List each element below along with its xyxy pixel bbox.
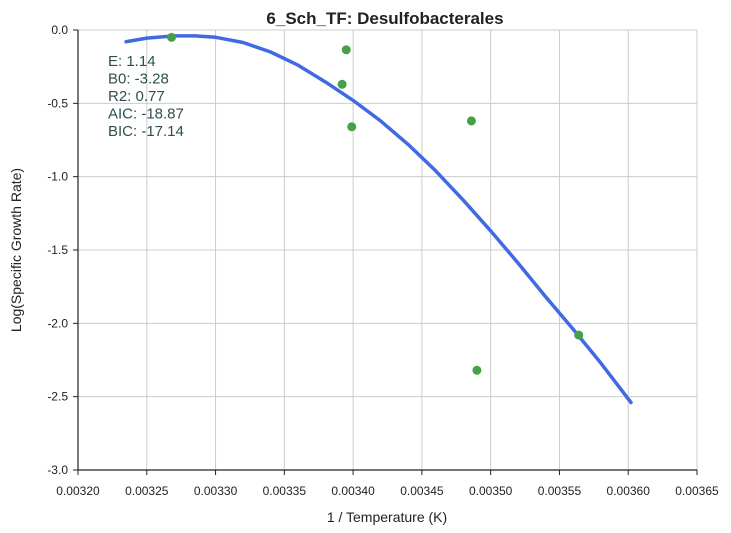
fit-stat-line: BIC: -17.14 — [108, 123, 184, 140]
x-tick-label: 0.00325 — [125, 484, 169, 498]
data-point — [347, 122, 357, 132]
y-tick-label: -0.5 — [47, 96, 68, 110]
grid-lines — [77, 29, 698, 471]
y-tick-label: 0.0 — [51, 23, 68, 37]
x-tick-label: 0.00350 — [469, 484, 513, 498]
fit-curve — [124, 34, 633, 405]
tick-labels: 0.00320 0.00325 0.00330 0.00335 0.00340 0.003… — [47, 23, 719, 498]
y-tick-label: -2.5 — [47, 390, 68, 404]
y-tick-label: -2.0 — [47, 316, 68, 330]
axes — [73, 29, 698, 475]
x-tick-label: 0.00320 — [56, 484, 100, 498]
data-point — [466, 116, 476, 126]
data-point — [472, 365, 482, 375]
x-axis-label: 1 / Temperature (K) — [327, 509, 447, 525]
x-tick-label: 0.00335 — [263, 484, 307, 498]
fit-stat-line: E: 1.14 — [108, 53, 156, 70]
y-axis-label: Log(Specific Growth Rate) — [8, 168, 24, 332]
x-tick-label: 0.00345 — [400, 484, 444, 498]
x-tick-label: 0.00340 — [331, 484, 375, 498]
fit-stat-line: AIC: -18.87 — [108, 106, 184, 123]
data-point — [574, 330, 584, 340]
x-tick-label: 0.00360 — [607, 484, 651, 498]
y-tick-label: -1.0 — [47, 170, 68, 184]
data-point — [337, 79, 347, 89]
y-tick-label: -3.0 — [47, 463, 68, 477]
fit-stat-line: B0: -3.28 — [108, 71, 169, 88]
data-point — [341, 45, 351, 55]
y-tick-label: -1.5 — [47, 243, 68, 257]
x-tick-label: 0.00355 — [538, 484, 582, 498]
fit-stat-line: R2: 0.77 — [108, 88, 165, 105]
x-tick-label: 0.00365 — [675, 484, 719, 498]
data-points — [167, 32, 584, 375]
data-point — [167, 32, 177, 42]
chart-title: 6_Sch_TF: Desulfobacterales — [266, 9, 503, 28]
x-tick-label: 0.00330 — [194, 484, 238, 498]
